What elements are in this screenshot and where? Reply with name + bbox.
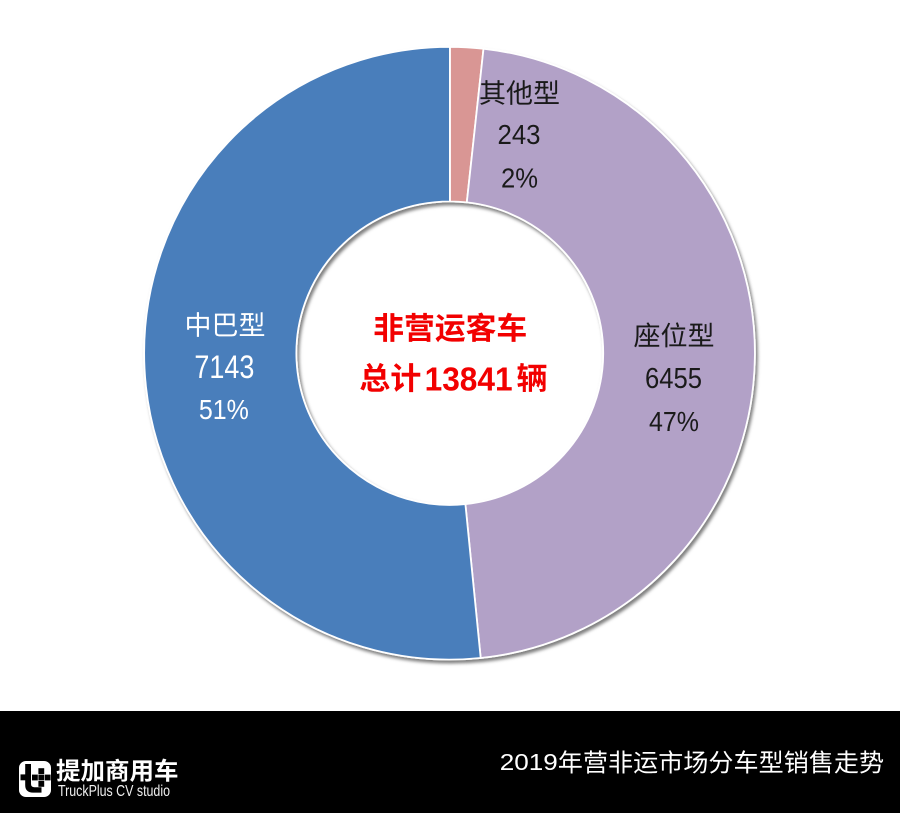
svg-text:47%: 47%	[649, 406, 699, 437]
svg-text:2019: 2019	[500, 749, 558, 775]
svg-text:2%: 2%	[501, 163, 538, 194]
svg-text:TruckPlus CV studio: TruckPlus CV studio	[58, 783, 170, 800]
svg-text:13841: 13841	[425, 361, 513, 398]
svg-text:51%: 51%	[199, 394, 249, 425]
svg-text:243: 243	[498, 119, 541, 150]
svg-text:6455: 6455	[645, 363, 702, 395]
svg-text:7143: 7143	[194, 349, 254, 385]
